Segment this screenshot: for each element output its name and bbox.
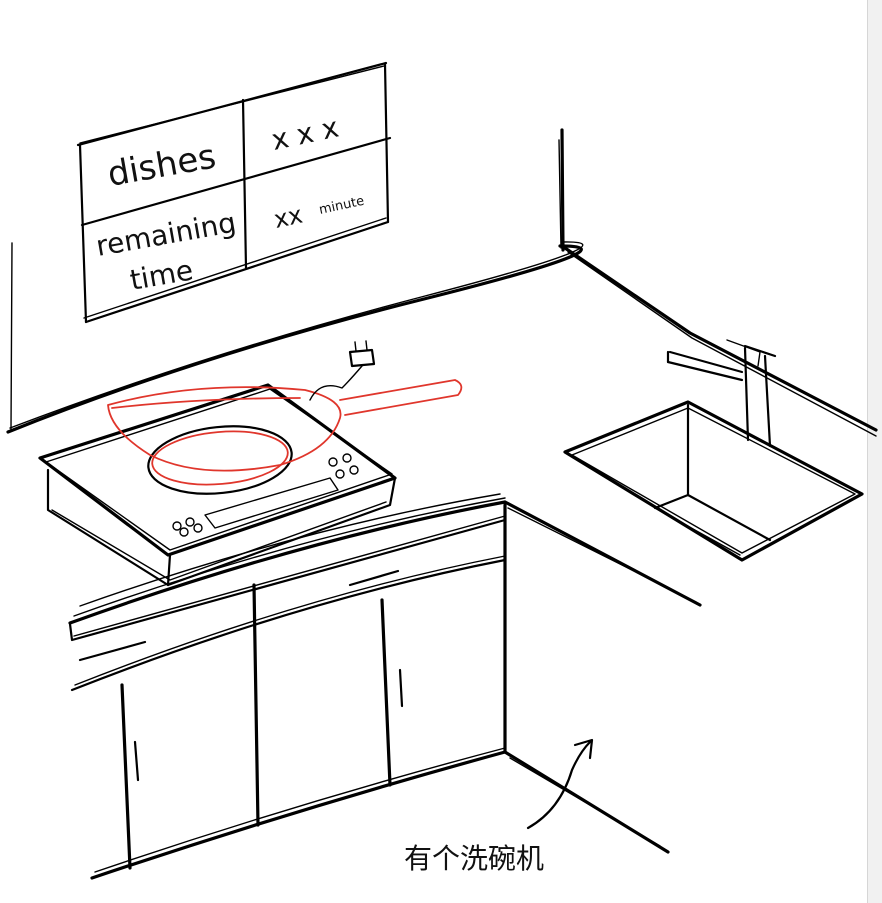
back-wall — [6, 128, 584, 434]
power-plug — [309, 340, 376, 401]
pan-outline — [107, 379, 463, 486]
sign-dishes-label: dishes — [105, 137, 219, 195]
cooktop-controls[interactable] — [172, 453, 359, 537]
wall-sign: dishes x x x remaining time xx minute — [76, 61, 392, 324]
faucet — [666, 339, 777, 448]
sign-dishes-value: x x x — [269, 111, 342, 157]
sink — [563, 400, 864, 562]
cooktop[interactable] — [38, 383, 397, 587]
annotation-arrow — [526, 740, 592, 830]
sign-time-unit: minute — [318, 194, 366, 218]
countertop — [68, 246, 878, 642]
cabinets — [70, 503, 670, 880]
dishwasher-note: 有个洗碗机 — [404, 738, 594, 875]
sign-time-label-1: remaining — [93, 206, 238, 263]
sign-time-value: xx — [271, 201, 305, 234]
sign-time-label-2: time — [127, 253, 195, 296]
annotation-text: 有个洗碗机 — [404, 842, 544, 875]
canvas-edge — [867, 0, 882, 903]
burner — [147, 425, 293, 495]
